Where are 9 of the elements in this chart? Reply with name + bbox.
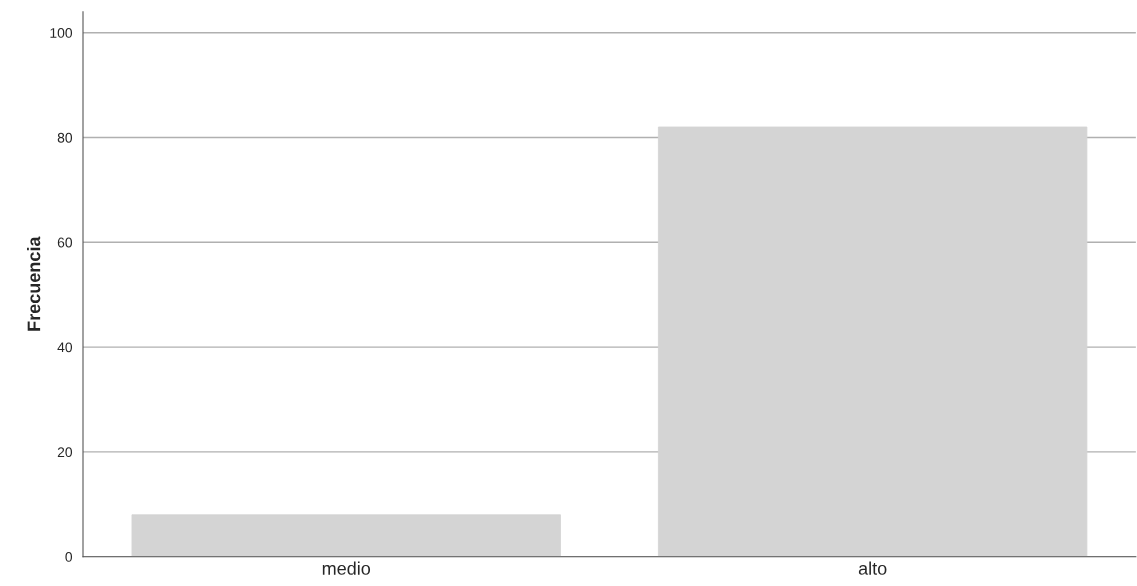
y-tick-label: 0 [65,552,73,562]
x-tick-label: alto [858,561,887,575]
y-tick-label: 40 [57,342,73,353]
y-tick-label: 60 [57,237,73,248]
y-axis-title: Frecuencia [27,236,41,331]
y-tick-label: 100 [50,28,73,38]
x-tick-label: medio [322,561,371,575]
y-tick-label: 20 [57,447,73,458]
y-tick-label: 80 [57,132,73,143]
